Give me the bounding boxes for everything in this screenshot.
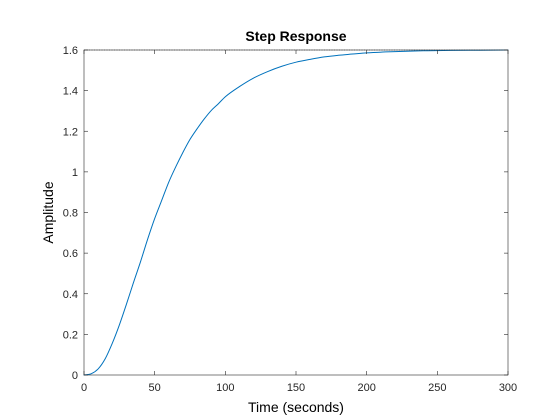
y-axis: 0 0.2 0.4 0.6 0.8 1 1.2 1.4 1.6 bbox=[63, 45, 508, 382]
y-tick-label: 0.8 bbox=[63, 208, 78, 220]
y-tick-label: 1.4 bbox=[63, 86, 78, 98]
x-tick-label: 150 bbox=[287, 382, 305, 394]
y-tick-label: 1.2 bbox=[63, 126, 78, 138]
chart-title: Step Response bbox=[245, 28, 346, 44]
x-tick-label: 0 bbox=[81, 382, 87, 394]
x-axis: 0 50 100 150 200 250 300 bbox=[81, 50, 517, 394]
step-response-line[interactable] bbox=[83, 49, 509, 376]
y-axis-label: Amplitude bbox=[40, 181, 56, 243]
x-axis-label: Time (seconds) bbox=[248, 399, 344, 415]
x-tick-label: 250 bbox=[428, 382, 446, 394]
plot-area[interactable] bbox=[84, 50, 508, 375]
y-tick-label: 0.4 bbox=[63, 289, 78, 301]
y-tick-label: 1 bbox=[72, 167, 78, 179]
y-tick-label: 0.2 bbox=[63, 329, 78, 341]
x-tick-label: 50 bbox=[149, 382, 161, 394]
x-tick-label: 300 bbox=[499, 382, 517, 394]
y-tick-label: 0 bbox=[72, 370, 78, 382]
x-tick-label: 200 bbox=[357, 382, 375, 394]
y-tick-label: 0.6 bbox=[63, 248, 78, 260]
y-tick-label: 1.6 bbox=[63, 45, 78, 57]
x-tick-label: 100 bbox=[216, 382, 234, 394]
